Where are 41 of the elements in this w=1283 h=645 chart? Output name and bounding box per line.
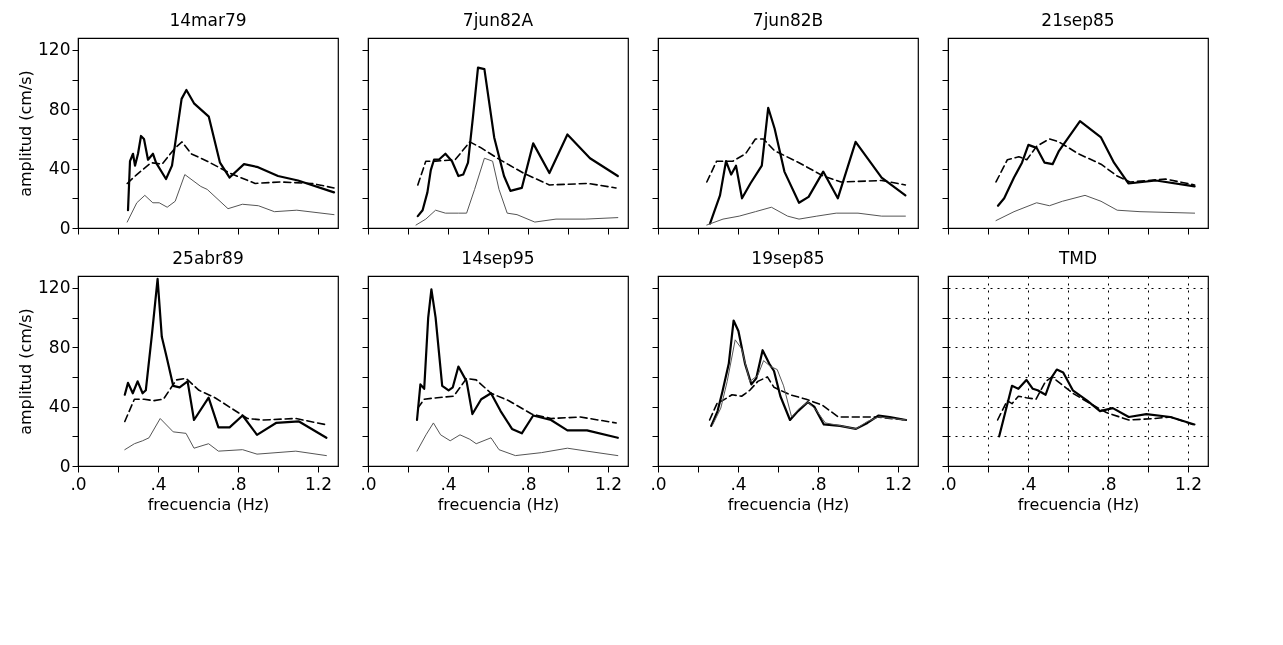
- chart-title: 7jun82A: [462, 10, 534, 30]
- x-axis-title: frecuencia (Hz): [727, 494, 850, 514]
- y-tick-label: 80: [48, 336, 71, 357]
- x-tick-label: 1.2: [884, 473, 913, 494]
- chart-title: 14sep95: [461, 248, 535, 268]
- x-tick-label: 1.2: [594, 473, 623, 494]
- x-tick-label: .4: [440, 473, 457, 494]
- x-tick-label: .8: [230, 473, 247, 494]
- chart-title: 14mar79: [169, 10, 247, 30]
- chart-title: 25abr89: [172, 248, 244, 268]
- x-tick-label: 1.2: [304, 473, 333, 494]
- y-tick-label: 0: [59, 217, 71, 238]
- y-tick-label: 40: [48, 158, 71, 179]
- chart-title: 19sep85: [751, 248, 825, 268]
- x-tick-label: .8: [1100, 473, 1117, 494]
- chart-title: TMD: [1057, 248, 1098, 268]
- y-tick-label: 80: [48, 98, 71, 119]
- line-series: [126, 88, 336, 212]
- x-tick-label: .4: [730, 473, 747, 494]
- x-axis-title: frecuencia (Hz): [437, 494, 560, 514]
- line-series: [126, 174, 335, 223]
- y-tick-label: 120: [38, 277, 71, 298]
- x-tick-label: .0: [650, 473, 667, 494]
- y-axis-title: amplitud (cm/s): [16, 308, 36, 435]
- x-tick-label: .8: [810, 473, 827, 494]
- y-tick-label: 0: [59, 455, 71, 476]
- chart-title: 21sep85: [1041, 10, 1115, 30]
- x-tick-label: .0: [70, 473, 87, 494]
- x-tick-label: 1.2: [1174, 473, 1203, 494]
- y-tick-label: 120: [38, 39, 71, 60]
- x-tick-label: .4: [150, 473, 167, 494]
- x-tick-label: .8: [520, 473, 537, 494]
- line-series: [124, 418, 327, 457]
- y-axis-title: amplitud (cm/s): [16, 70, 36, 197]
- chart-title: 7jun82B: [752, 10, 824, 30]
- y-tick-label: 40: [48, 396, 71, 417]
- x-axis-title: frecuencia (Hz): [147, 494, 270, 514]
- x-tick-label: .4: [1020, 473, 1037, 494]
- x-tick-label: .0: [940, 473, 957, 494]
- x-axis-title: frecuencia (Hz): [1017, 494, 1140, 514]
- x-tick-label: .0: [360, 473, 377, 494]
